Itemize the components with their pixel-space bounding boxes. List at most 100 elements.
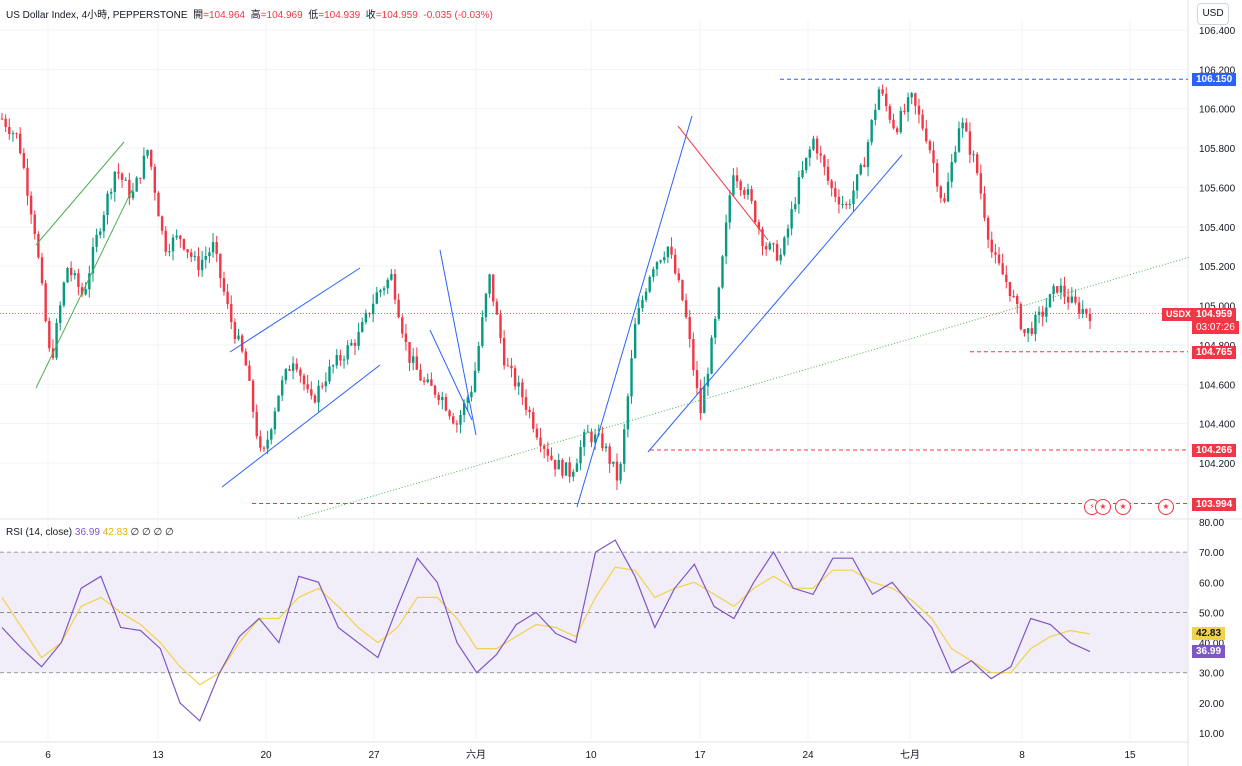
rsi-value: 36.99: [74, 527, 100, 538]
price-tick-label: 106.200: [1199, 65, 1236, 76]
candle-body: [84, 289, 87, 295]
candle-body: [502, 337, 506, 366]
candle-body: [950, 162, 953, 182]
candle-body: [568, 462, 571, 477]
candle-body: [390, 273, 393, 280]
candle-body: [168, 251, 171, 253]
candle-body: [881, 89, 884, 94]
candle-body: [655, 262, 659, 270]
candle-body: [790, 209, 793, 229]
candle-body: [160, 216, 164, 231]
candle-body: [106, 193, 109, 216]
candle-body: [728, 195, 731, 223]
candle-body: [328, 366, 331, 382]
candle-body: [15, 133, 18, 135]
candle-body: [604, 446, 608, 449]
candle-body: [692, 339, 695, 371]
candle-body: [197, 256, 200, 271]
candle-body: [466, 397, 469, 403]
candle-body: [244, 351, 247, 366]
candle-body: [404, 333, 408, 343]
rsi-tick-label: 40.00: [1199, 639, 1224, 650]
candle-body: [572, 471, 575, 477]
candle-body: [754, 201, 757, 223]
candle-body: [761, 228, 764, 247]
candle-body: [331, 365, 335, 367]
candle-body: [124, 179, 127, 181]
candle-body: [1041, 311, 1044, 317]
candle-body: [284, 368, 288, 381]
candle-body: [946, 181, 950, 202]
candle-body: [459, 415, 462, 425]
open-value: =104.964: [203, 10, 246, 21]
candle-body: [925, 128, 928, 142]
candle-body: [939, 186, 943, 199]
candle-body: [681, 280, 684, 301]
candle-body: [1008, 281, 1012, 297]
candle-body: [521, 382, 524, 398]
candle-body: [972, 154, 975, 156]
candle-body: [699, 388, 702, 414]
price-tick-label: 104.200: [1199, 459, 1236, 470]
candle-body: [313, 395, 317, 403]
candle-body: [797, 177, 801, 205]
candle-body: [819, 153, 822, 156]
candle-body: [255, 411, 258, 437]
candle-body: [575, 463, 579, 472]
candle-body: [877, 89, 881, 110]
candle-body: [583, 432, 586, 448]
candle-body: [990, 239, 993, 253]
currency-button[interactable]: USD: [1197, 3, 1229, 25]
candle-body: [288, 368, 291, 371]
rsi-tick-label: 50.00: [1199, 608, 1224, 619]
candle-body: [586, 431, 590, 433]
candle-body: [419, 369, 422, 381]
candle-body: [488, 274, 491, 294]
rsi-tick-label: 60.00: [1199, 578, 1224, 589]
high-value: =104.969: [260, 10, 303, 21]
trend-line: [229, 267, 361, 353]
tag-106150: 106.150: [1192, 73, 1237, 86]
us-flag-icon[interactable]: ★: [1158, 499, 1174, 515]
candle-body: [914, 93, 917, 106]
time-tick-label: 七月: [900, 749, 920, 761]
candle-body: [994, 252, 997, 255]
candle-body: [524, 397, 528, 410]
candle-body: [219, 253, 222, 279]
candle-body: [764, 246, 768, 250]
candle-body: [280, 380, 284, 396]
trend-line: [221, 364, 381, 488]
candle-body: [109, 191, 113, 194]
candle-body: [153, 166, 157, 193]
time-tick-label: 15: [1124, 750, 1136, 761]
candle-body: [1001, 263, 1004, 275]
candle-body: [55, 322, 58, 358]
candle-body: [688, 317, 691, 340]
rsi-tick-label: 10.00: [1199, 729, 1224, 740]
candle-body: [426, 379, 429, 383]
candle-body: [874, 109, 877, 121]
candle-body: [204, 256, 207, 260]
tag-104266: 104.266: [1192, 444, 1237, 457]
candle-body: [986, 217, 990, 240]
us-flag-icon[interactable]: ★: [1115, 499, 1131, 515]
candle-body: [539, 437, 542, 447]
us-flag-icon[interactable]: ★: [1095, 499, 1111, 515]
candle-body: [641, 299, 644, 309]
symbol-title: US Dollar Index, 4小時, PEPPERSTONE: [6, 10, 188, 21]
candle-body: [437, 394, 440, 401]
candle-body: [608, 446, 611, 464]
candle-body: [852, 190, 855, 205]
rsi-tick-label: 30.00: [1199, 669, 1224, 680]
candle-body: [29, 195, 33, 215]
candle-body: [1012, 296, 1015, 298]
time-tick-label: 20: [260, 750, 272, 761]
candle-body: [732, 175, 735, 196]
trend-line: [647, 154, 903, 453]
candle-body: [44, 283, 47, 321]
candle-body: [1023, 329, 1026, 334]
candle-body: [892, 119, 895, 129]
low-label: 低: [308, 10, 319, 21]
close-value: =104.959: [375, 10, 418, 21]
